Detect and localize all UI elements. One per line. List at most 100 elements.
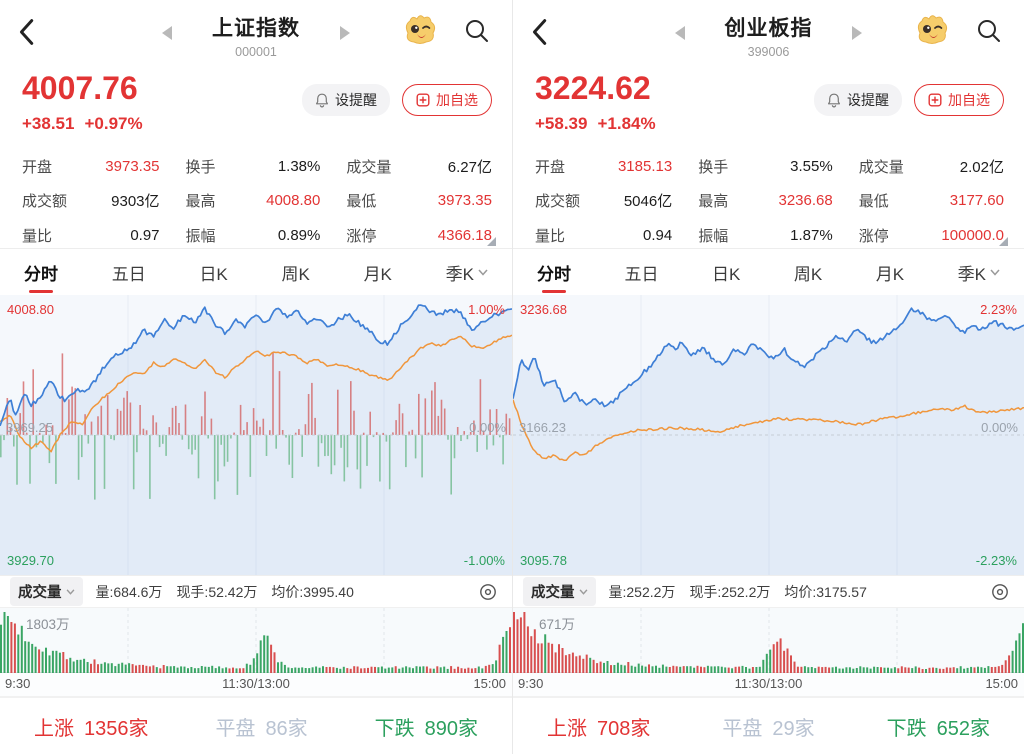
bell-icon	[316, 93, 328, 107]
volume-chart[interactable]: 1803万	[0, 608, 512, 673]
chart-high-label: 3236.68	[520, 302, 567, 317]
set-alert-button[interactable]: 设提醒	[302, 84, 390, 116]
volume-stats: 量:684.6万 现手:52.42万 均价:3995.40	[96, 582, 354, 602]
prev-stock-icon[interactable]	[162, 26, 172, 40]
page-title: 上证指数	[212, 17, 300, 40]
stat-turnover-rate: 换手 1.38%	[185, 158, 321, 177]
time-axis: 9:30 11:30/13:00 15:00	[0, 673, 512, 696]
tab-five-day[interactable]: 五日	[624, 264, 659, 284]
chevron-down-icon	[66, 588, 74, 595]
tab-five-day[interactable]: 五日	[111, 264, 146, 284]
stock-code: 399006	[747, 45, 790, 59]
volume-max-label: 1803万	[26, 617, 70, 632]
last-price: 4007.76	[22, 70, 138, 106]
change-percent: +0.97%	[84, 114, 143, 133]
add-box-icon	[416, 93, 430, 107]
stats-grid: 开盘 3973.35 换手 1.38% 成交量 6.27亿 成交额 9303亿 最高 40…	[0, 148, 512, 248]
volume-chart[interactable]: 671万	[513, 608, 1024, 673]
set-alert-button[interactable]: 设提醒	[814, 84, 902, 116]
decliners-item[interactable]: 下跌 652家	[886, 717, 990, 740]
add-watchlist-button[interactable]: 加自选	[914, 84, 1004, 116]
volume-indicator-selector[interactable]: 成交量	[10, 577, 83, 606]
settings-icon[interactable]	[478, 582, 498, 602]
add-watchlist-button[interactable]: 加自选	[402, 84, 492, 116]
stat-high: 最高 3236.68	[698, 192, 833, 211]
price-section: 4007.76 +38.51 +0.97% 设提醒 加自选	[0, 64, 512, 148]
panel-shanghai-index: 上证指数 000001 4007.76 +38.51 +0.97%	[0, 0, 512, 754]
volume-info-row: 成交量 量:252.2万 现手:252.2万 均价:3175.57	[513, 575, 1024, 608]
stat-open: 开盘 3973.35	[22, 158, 160, 177]
price-change: +38.51 +0.97%	[22, 114, 153, 134]
page-title: 创业板指	[724, 17, 813, 40]
tab-quarterly-k[interactable]: 季K	[444, 248, 490, 297]
volume-chart-svg	[513, 608, 1024, 673]
unchanged-item[interactable]: 平盘 86家	[215, 717, 308, 740]
change-amount: +38.51	[22, 114, 75, 133]
volume-total: 量:684.6万	[95, 583, 163, 600]
volume-indicator-selector[interactable]: 成交量	[523, 577, 596, 606]
tab-daily-k[interactable]: 日K	[199, 264, 228, 284]
time-close: 15:00	[985, 676, 1018, 691]
title-block: 创业板指 399006	[725, 12, 813, 59]
chevron-down-icon	[478, 269, 488, 276]
chart-zero-pct-label: 0.00%	[469, 420, 506, 435]
tab-weekly-k[interactable]: 周K	[281, 264, 310, 284]
period-tabs: 分时 五日 日K 周K 月K 季K	[513, 248, 1024, 295]
chart-high-label: 4008.80	[7, 302, 54, 317]
search-icon[interactable]	[464, 18, 490, 44]
stats-grid: 开盘 3185.13 换手 3.55% 成交量 2.02亿 成交额 5046亿 最高 32…	[513, 148, 1024, 248]
chart-high-pct-label: 1.00%	[468, 302, 505, 317]
period-tabs: 分时 五日 日K 周K 月K 季K	[0, 248, 512, 295]
intraday-chart-svg	[513, 295, 1024, 575]
stat-turnover-rate: 换手 3.55%	[698, 158, 833, 177]
advancers-item[interactable]: 上涨 708家	[547, 717, 651, 740]
next-stock-icon[interactable]	[852, 26, 862, 40]
stat-volume: 成交量 2.02亿	[858, 159, 1004, 177]
volume-max-label: 671万	[539, 617, 576, 632]
expand-stats-icon[interactable]	[487, 237, 496, 246]
change-amount: +58.39	[535, 114, 588, 133]
chevron-down-icon	[579, 588, 587, 595]
mascot-icon[interactable]	[914, 13, 950, 45]
tab-daily-k[interactable]: 日K	[712, 264, 741, 284]
tab-weekly-k[interactable]: 周K	[793, 264, 823, 284]
add-box-icon	[928, 93, 942, 107]
tab-monthly-k[interactable]: 月K	[363, 264, 392, 284]
settings-icon[interactable]	[990, 582, 1010, 602]
chart-low-pct-label: -1.00%	[463, 553, 505, 568]
add-watchlist-label: 加自选	[436, 92, 478, 108]
advancers-item[interactable]: 上涨 1356家	[34, 717, 149, 740]
volume-current: 现手:252.2万	[689, 583, 771, 600]
set-alert-label: 设提醒	[335, 92, 377, 108]
intraday-chart[interactable]: 4008.80 1.00% 3969.25 0.00% 3929.70 -1.0…	[0, 295, 512, 575]
average-price: 均价:3175.57	[784, 583, 867, 600]
back-icon[interactable]	[531, 18, 547, 46]
time-noon: 11:30/13:00	[222, 676, 290, 691]
unchanged-item[interactable]: 平盘 29家	[722, 717, 815, 740]
intraday-chart[interactable]: 3236.68 2.23% 3166.23 0.00% 3095.78 -2.2…	[513, 295, 1024, 575]
tab-quarterly-k[interactable]: 季K	[956, 248, 1002, 297]
back-icon[interactable]	[18, 18, 34, 46]
search-icon[interactable]	[976, 18, 1002, 44]
header: 上证指数 000001	[0, 0, 512, 64]
stat-amount: 成交额 9303亿	[22, 193, 160, 211]
time-open: 9:30	[518, 676, 544, 691]
chart-low-label: 3929.70	[7, 553, 54, 568]
expand-stats-icon[interactable]	[999, 237, 1008, 246]
tab-intraday[interactable]: 分时	[22, 248, 60, 297]
tab-intraday[interactable]: 分时	[535, 248, 573, 297]
tab-monthly-k[interactable]: 月K	[875, 264, 905, 284]
next-stock-icon[interactable]	[340, 26, 350, 40]
set-alert-label: 设提醒	[847, 92, 889, 108]
decliners-item[interactable]: 下跌 890家	[374, 717, 478, 740]
chart-low-label: 3095.78	[520, 553, 567, 568]
market-breadth: 上涨 708家 平盘 29家 下跌 652家	[513, 696, 1024, 754]
intraday-chart-svg	[0, 295, 512, 575]
market-breadth: 上涨 1356家 平盘 86家 下跌 890家	[0, 696, 512, 754]
header: 创业板指 399006	[513, 0, 1024, 64]
mascot-icon[interactable]	[402, 13, 438, 45]
volume-stats: 量:252.2万 现手:252.2万 均价:3175.57	[609, 582, 867, 602]
add-watchlist-label: 加自选	[948, 92, 990, 108]
prev-stock-icon[interactable]	[675, 26, 685, 40]
